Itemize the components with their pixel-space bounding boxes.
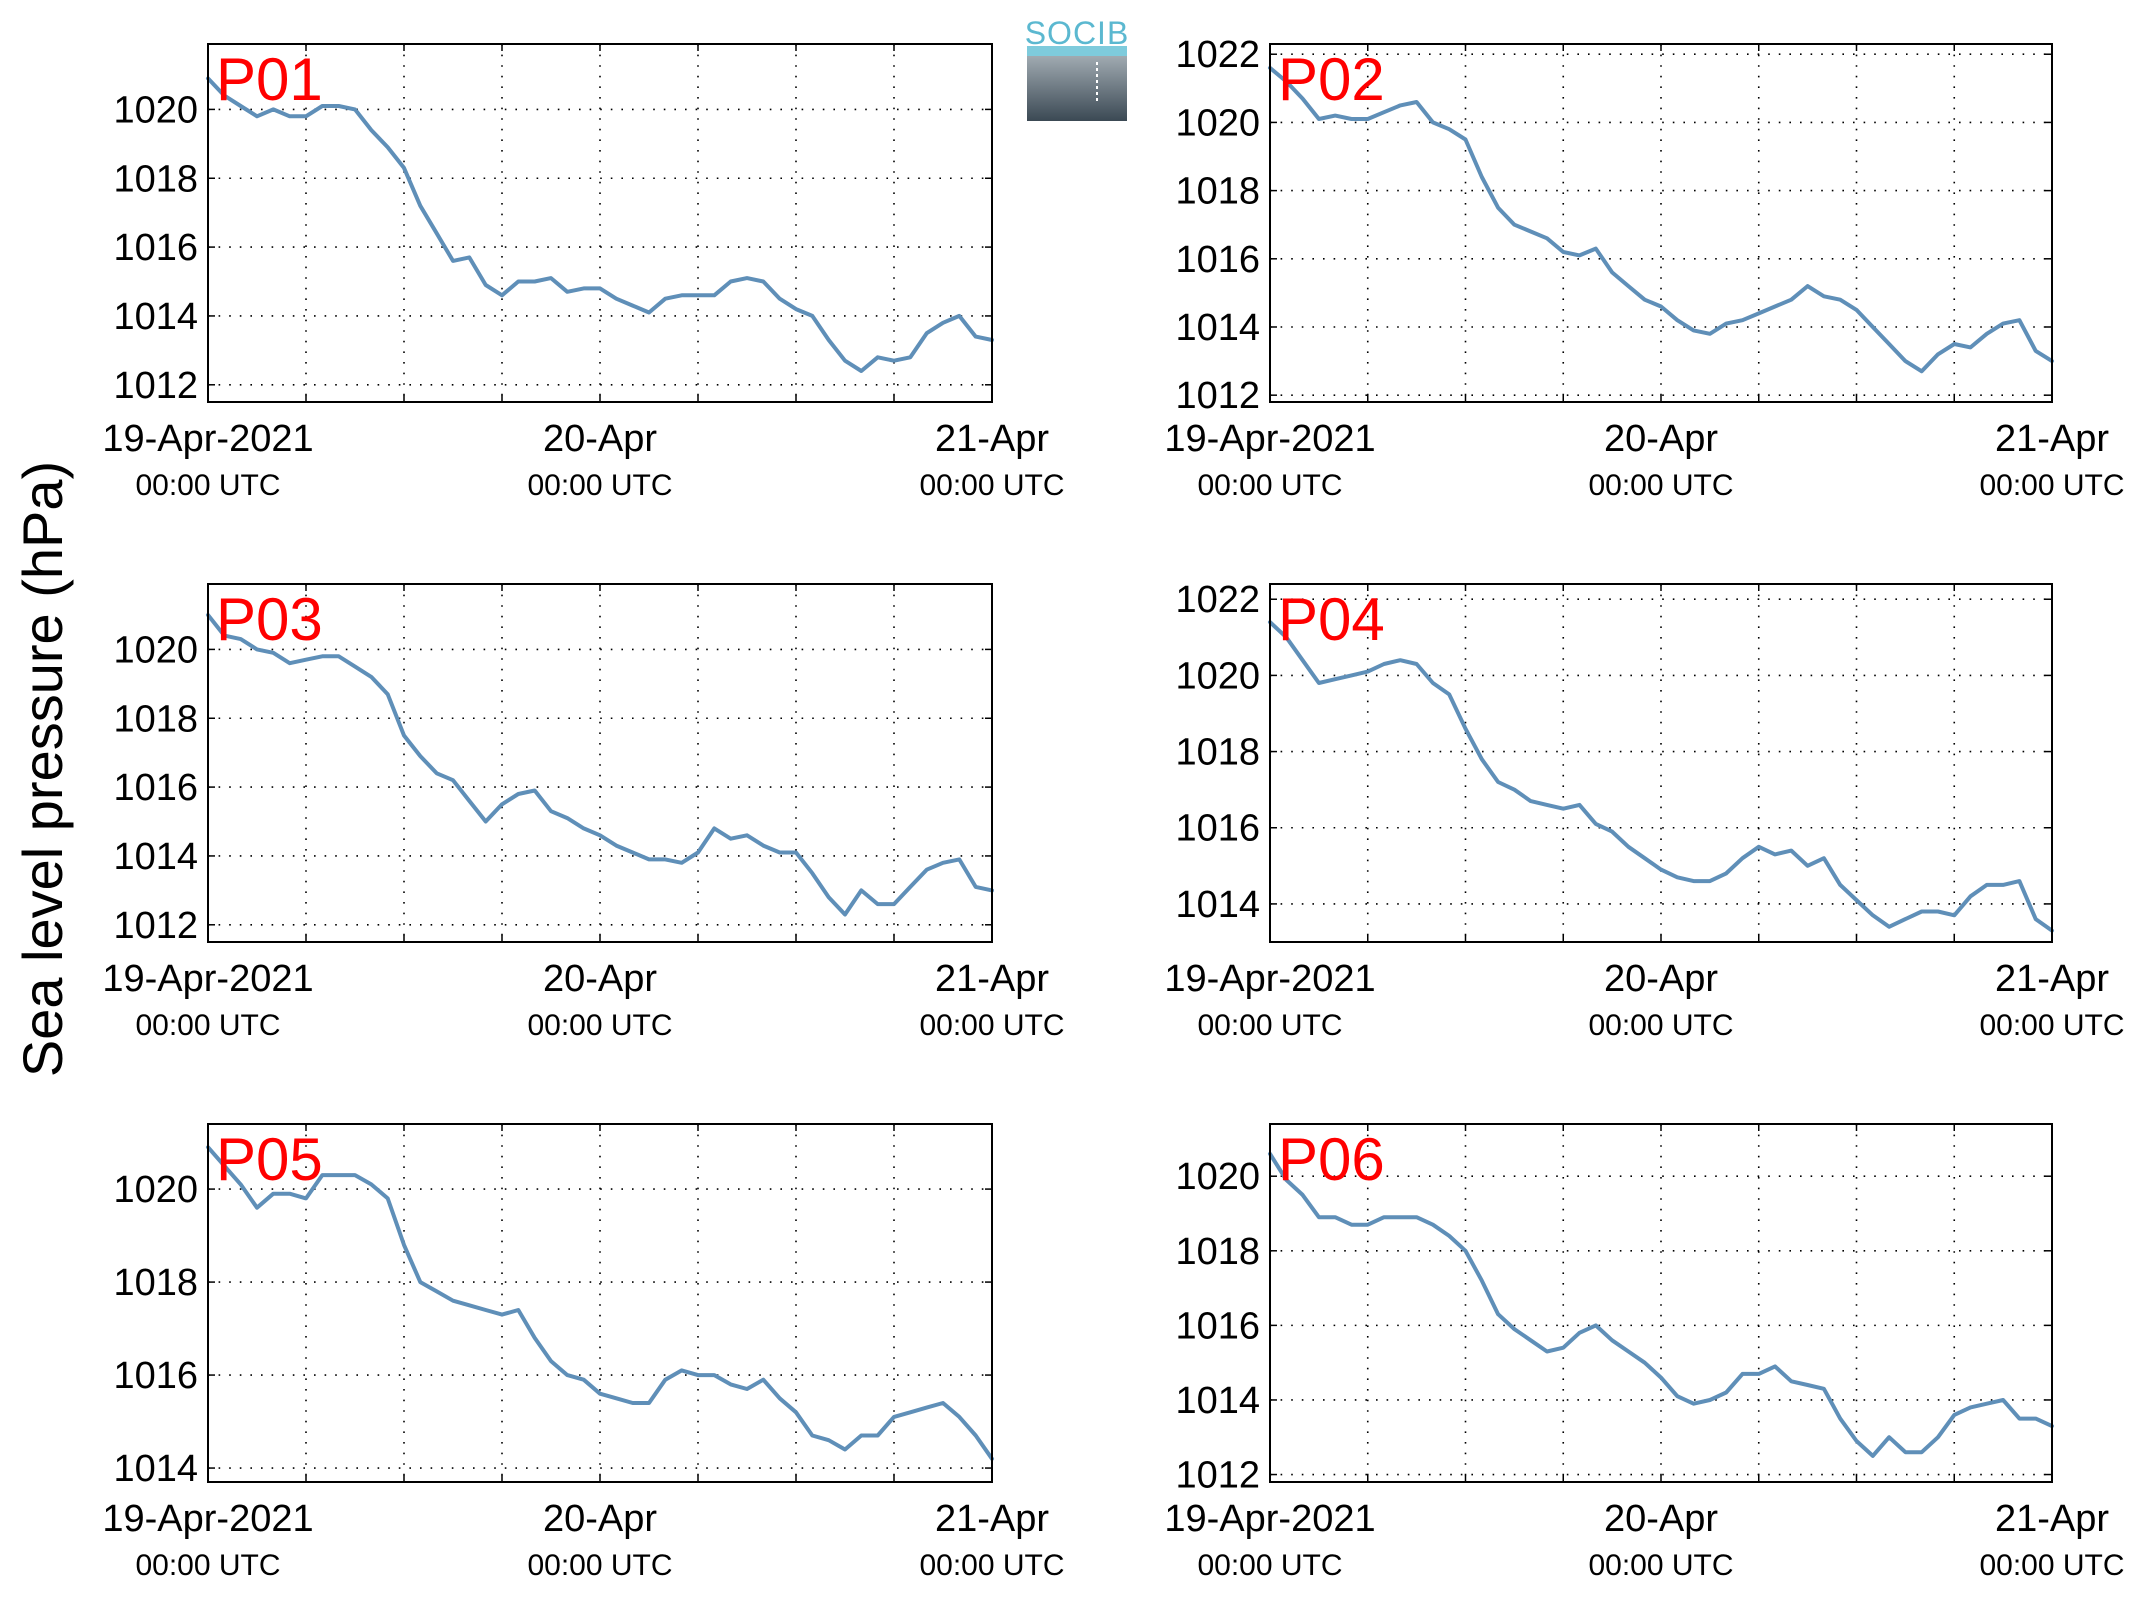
y-tick-label: 1016: [113, 1355, 198, 1397]
y-tick-label: 1016: [113, 227, 198, 269]
pressure-series-line: [206, 76, 994, 373]
panel-2: 1012 1014 1016 1018 1020 1022 19-Apr-2021 00:00…: [1164, 34, 2124, 502]
plot-frame: [1269, 43, 2053, 403]
x-tick-sublabel: 00:00 UTC: [135, 469, 280, 502]
y-tick-label: 1018: [1175, 171, 1260, 213]
socib-logo: SOCIB: [1025, 15, 1130, 121]
plot-frame: [207, 583, 993, 943]
y-tick-label: 1020: [113, 629, 198, 671]
y-tick-label: 1014: [1175, 307, 1260, 349]
plot-frame: [1269, 1123, 2053, 1483]
x-tick-sublabel: 00:00 UTC: [919, 469, 1064, 502]
panel-1: 1012 1014 1016 1018 1020 19-Apr-2021 00:00 UTC…: [102, 43, 1065, 502]
x-tick-label: 19-Apr-2021: [102, 418, 313, 460]
y-tick-label: 1018: [113, 698, 198, 740]
panel-label: P05: [216, 1126, 323, 1193]
y-tick-label: 1022: [1175, 34, 1260, 76]
panel-label: P01: [216, 46, 323, 113]
panel-label: P04: [1278, 586, 1385, 653]
x-tick-sublabel: 00:00 UTC: [1979, 1009, 2124, 1042]
pressure-series-line: [1268, 620, 2054, 933]
plot-frame: [1269, 583, 2053, 943]
y-tick-label: 1014: [1175, 884, 1260, 926]
x-tick-label: 19-Apr-2021: [1164, 958, 1375, 1000]
x-tick-label: 20-Apr: [543, 958, 657, 1000]
y-tick-label: 1020: [1175, 655, 1260, 697]
x-tick-sublabel: 00:00 UTC: [135, 1009, 280, 1042]
y-tick-label: 1012: [1175, 1455, 1260, 1497]
x-tick-sublabel: 00:00 UTC: [527, 1549, 672, 1582]
y-tick-label: 1014: [113, 836, 198, 878]
x-tick-sublabel: 00:00 UTC: [1197, 1009, 1342, 1042]
x-tick-label: 21-Apr: [935, 958, 1049, 1000]
x-tick-sublabel: 00:00 UTC: [527, 1009, 672, 1042]
x-tick-label: 20-Apr: [1604, 418, 1718, 460]
x-tick-label: 19-Apr-2021: [1164, 1498, 1375, 1540]
y-tick-label: 1020: [113, 89, 198, 131]
y-tick-label: 1016: [113, 767, 198, 809]
pressure-series-line: [206, 1145, 994, 1461]
x-tick-sublabel: 00:00 UTC: [1197, 469, 1342, 502]
x-tick-sublabel: 00:00 UTC: [1588, 469, 1733, 502]
x-tick-sublabel: 00:00 UTC: [919, 1009, 1064, 1042]
y-tick-label: 1020: [1175, 1156, 1260, 1198]
y-tick-label: 1018: [113, 1262, 198, 1304]
x-tick-label: 20-Apr: [1604, 1498, 1718, 1540]
x-tick-label: 19-Apr-2021: [102, 958, 313, 1000]
plot-frame: [207, 43, 993, 403]
panel-6: 1012 1014 1016 1018 1020 19-Apr-2021 00:00 UTC…: [1164, 1123, 2125, 1582]
y-tick-label: 1016: [1175, 1305, 1260, 1347]
y-tick-label: 1018: [1175, 1231, 1260, 1273]
x-tick-label: 21-Apr: [935, 1498, 1049, 1540]
panel-label: P06: [1278, 1126, 1385, 1193]
logo-text: SOCIB: [1025, 15, 1130, 51]
panel-label: P02: [1278, 46, 1385, 113]
panel-3: 1012 1014 1016 1018 1020 19-Apr-2021 00:00 UTC…: [102, 583, 1065, 1042]
y-tick-label: 1016: [1175, 239, 1260, 281]
x-tick-label: 21-Apr: [1995, 958, 2109, 1000]
x-tick-label: 20-Apr: [1604, 958, 1718, 1000]
x-tick-sublabel: 00:00 UTC: [1588, 1549, 1733, 1582]
y-tick-label: 1012: [113, 365, 198, 407]
y-axis-label: Sea level pressure (hPa): [11, 461, 74, 1077]
y-tick-label: 1018: [113, 158, 198, 200]
pressure-series-line: [1268, 65, 2054, 374]
pressure-series-line: [206, 613, 994, 917]
x-tick-sublabel: 00:00 UTC: [1979, 469, 2124, 502]
y-tick-label: 1020: [1175, 102, 1260, 144]
y-tick-label: 1012: [1175, 375, 1260, 417]
x-tick-sublabel: 00:00 UTC: [1979, 1549, 2124, 1582]
panel-4: 1014 1016 1018 1020 1022 19-Apr-2021 00:00 UTC…: [1164, 579, 2124, 1042]
y-tick-label: 1014: [113, 1448, 198, 1490]
x-tick-sublabel: 00:00 UTC: [919, 1549, 1064, 1582]
x-tick-label: 20-Apr: [543, 1498, 657, 1540]
x-tick-sublabel: 00:00 UTC: [1197, 1549, 1342, 1582]
y-tick-label: 1022: [1175, 579, 1260, 621]
y-tick-label: 1014: [113, 296, 198, 338]
logo-wave-band: [1027, 46, 1127, 56]
panel-label: P03: [216, 586, 323, 653]
x-tick-sublabel: 00:00 UTC: [1588, 1009, 1733, 1042]
y-tick-label: 1016: [1175, 808, 1260, 850]
x-tick-label: 19-Apr-2021: [1164, 418, 1375, 460]
x-tick-label: 19-Apr-2021: [102, 1498, 313, 1540]
x-tick-label: 20-Apr: [543, 418, 657, 460]
x-tick-label: 21-Apr: [935, 418, 1049, 460]
y-tick-label: 1014: [1175, 1380, 1260, 1422]
x-tick-sublabel: 00:00 UTC: [527, 469, 672, 502]
x-tick-label: 21-Apr: [1995, 418, 2109, 460]
x-tick-sublabel: 00:00 UTC: [135, 1549, 280, 1582]
y-tick-label: 1020: [113, 1169, 198, 1211]
y-tick-label: 1012: [113, 905, 198, 947]
panel-5: 1014 1016 1018 1020 19-Apr-2021 00:00 UTC 20-A…: [102, 1123, 1065, 1582]
panels: 1012 1014 1016 1018 1020 19-Apr-2021 00:00 UTC…: [102, 34, 2124, 1582]
x-tick-label: 21-Apr: [1995, 1498, 2109, 1540]
pressure-series-line: [1268, 1151, 2054, 1458]
y-tick-label: 1018: [1175, 732, 1260, 774]
plot-frame: [207, 1123, 993, 1483]
logo-box: [1027, 56, 1127, 121]
